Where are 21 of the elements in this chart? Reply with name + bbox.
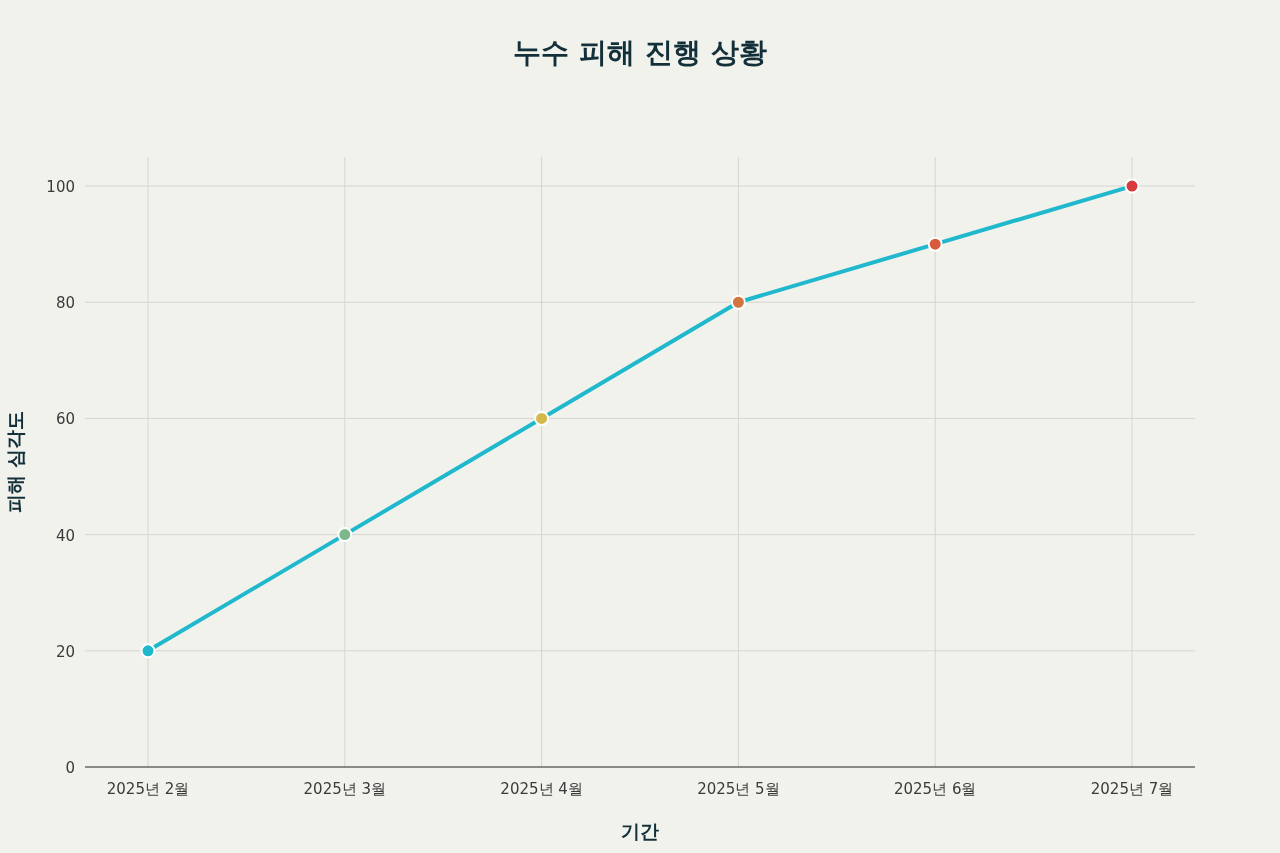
point — [730, 294, 746, 310]
x-tick-label: 2025년 2월 — [106, 780, 190, 798]
y-tick-label: 0 — [65, 759, 75, 777]
x-tick-label: 2025년 5월 — [697, 780, 780, 798]
point — [927, 236, 943, 252]
y-tick-label: 80 — [55, 294, 75, 313]
point — [534, 410, 550, 426]
y-tick-label: 60 — [55, 410, 75, 429]
point — [140, 643, 156, 659]
point — [337, 527, 353, 543]
x-axis-title: 기간 — [621, 820, 659, 842]
y-tick-label: 20 — [55, 642, 75, 661]
y-tick-label: 100 — [46, 178, 75, 197]
x-tick-label: 2025년 7월 — [1090, 780, 1174, 798]
x-tick-label: 2025년 3월 — [303, 780, 387, 798]
x-tick-label: 2025년 4월 — [500, 780, 583, 798]
y-axis-title: 피해 심각도 — [4, 411, 26, 513]
point — [1124, 178, 1140, 194]
x-tick-label: 2025년 6월 — [893, 780, 977, 798]
y-tick-label: 40 — [55, 526, 75, 545]
chart-title: 누수 피해 진행 상황 — [513, 36, 767, 69]
